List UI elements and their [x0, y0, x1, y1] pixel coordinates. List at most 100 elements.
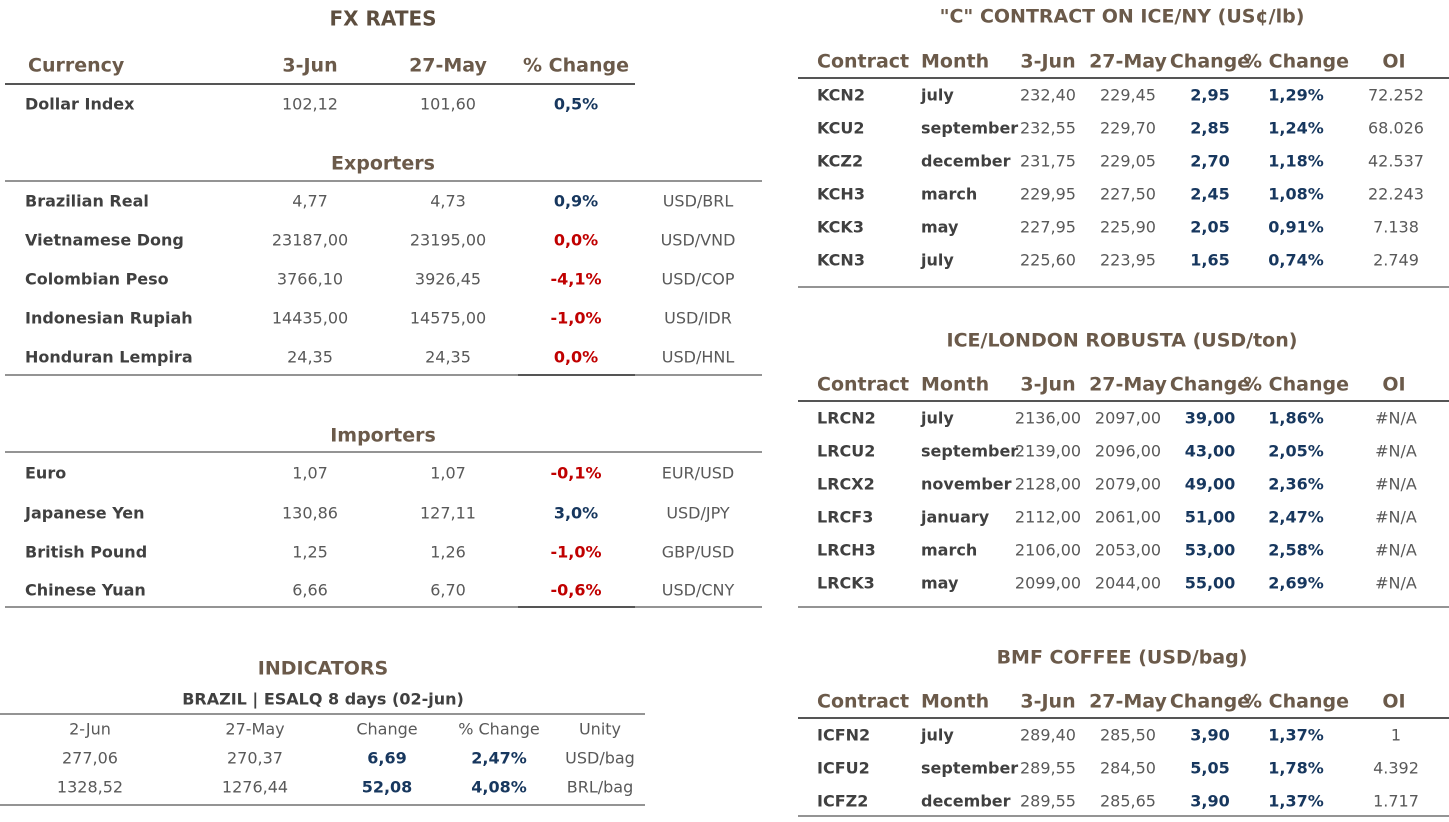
- cell: 2,69%: [1268, 574, 1324, 593]
- cell: 3,90: [1190, 726, 1229, 745]
- header: % Change: [458, 720, 540, 739]
- cell: 52,08: [362, 778, 413, 797]
- header: Contract: [817, 374, 909, 396]
- cell: -0,1%: [550, 464, 601, 483]
- cell: 6,69: [367, 749, 406, 768]
- cell: 72.252: [1368, 86, 1424, 105]
- cell: 2,45: [1190, 185, 1229, 204]
- cell: Vietnamese Dong: [25, 231, 184, 250]
- header: 27-May: [1089, 374, 1167, 396]
- cell: march: [921, 541, 977, 560]
- cell: july: [920, 251, 954, 270]
- cell: 4.392: [1373, 759, 1419, 778]
- cell: LRCH3: [817, 541, 876, 560]
- cell: Colombian Peso: [25, 270, 169, 289]
- title: BMF COFFEE (USD/bag): [997, 647, 1248, 669]
- header: 3-Jun: [1020, 374, 1075, 396]
- cell: KCU2: [817, 119, 865, 138]
- cell: 24,35: [287, 348, 333, 367]
- cell: Chinese Yuan: [25, 581, 146, 600]
- cell: 2053,00: [1095, 541, 1161, 560]
- cell: ICFZ2: [817, 792, 868, 811]
- cell: 127,11: [420, 504, 476, 523]
- cell: -1,0%: [550, 543, 601, 562]
- cell: 2128,00: [1015, 475, 1081, 494]
- cell: july: [920, 726, 954, 745]
- cell: USD/CNY: [662, 581, 735, 600]
- cell: #N/A: [1375, 574, 1417, 593]
- header: 27-May: [225, 720, 284, 739]
- header: Currency: [28, 55, 125, 77]
- title: INDICATORS: [258, 658, 388, 680]
- cell: july: [920, 86, 954, 105]
- cell: 3926,45: [415, 270, 481, 289]
- header: OI: [1382, 51, 1405, 73]
- header: Month: [921, 374, 989, 396]
- cell: 6,66: [292, 581, 328, 600]
- cell: 1,25: [292, 543, 328, 562]
- cell: 1,78%: [1268, 759, 1324, 778]
- cell: Brazilian Real: [25, 192, 149, 211]
- cell: 1,07: [292, 464, 328, 483]
- cell: 2044,00: [1095, 574, 1161, 593]
- cell: -1,0%: [550, 309, 601, 328]
- section-title: Exporters: [331, 153, 435, 175]
- cell: 1,08%: [1268, 185, 1324, 204]
- cell: KCH3: [817, 185, 865, 204]
- cell: 229,05: [1100, 152, 1156, 171]
- cell: LRCK3: [817, 574, 875, 593]
- cell: 227,95: [1020, 218, 1076, 237]
- cell: 0,74%: [1268, 251, 1324, 270]
- cell: 2112,00: [1015, 508, 1081, 527]
- cell: 1,65: [1190, 251, 1229, 270]
- cell: ICFN2: [817, 726, 870, 745]
- header: Unity: [579, 720, 621, 739]
- cell: 2,36%: [1268, 475, 1324, 494]
- cell: 229,70: [1100, 119, 1156, 138]
- cell: #N/A: [1375, 541, 1417, 560]
- subtitle: BRAZIL | ESALQ 8 days (02-jun): [182, 690, 464, 710]
- cell: september: [921, 119, 1018, 138]
- header: 3-Jun: [1020, 691, 1075, 713]
- cell: may: [921, 218, 959, 237]
- header: % Change: [1243, 51, 1349, 73]
- cell: 24,35: [425, 348, 471, 367]
- cell: 270,37: [227, 749, 283, 768]
- header: % Change: [1243, 691, 1349, 713]
- cell: 23187,00: [272, 231, 348, 250]
- cell: -4,1%: [550, 270, 601, 289]
- cell: 51,00: [1185, 508, 1236, 527]
- cell: #N/A: [1375, 409, 1417, 428]
- cell: 1: [1391, 726, 1401, 745]
- cell: 39,00: [1185, 409, 1236, 428]
- cell: 2099,00: [1015, 574, 1081, 593]
- cell: 285,50: [1100, 726, 1156, 745]
- cell: 3,0%: [554, 504, 598, 523]
- header: 3-Jun: [282, 55, 337, 77]
- cell: 130,86: [282, 504, 338, 523]
- cell: 4,77: [292, 192, 328, 211]
- header: OI: [1382, 691, 1405, 713]
- cell: 229,95: [1020, 185, 1076, 204]
- header: Change: [356, 720, 417, 739]
- cell: 22.243: [1368, 185, 1424, 204]
- cell: 14435,00: [272, 309, 348, 328]
- cell: 14575,00: [410, 309, 486, 328]
- title: FX RATES: [329, 7, 436, 31]
- cell: 101,60: [420, 95, 476, 114]
- cell: 1,29%: [1268, 86, 1324, 105]
- cell: 2079,00: [1095, 475, 1161, 494]
- cell: 2096,00: [1095, 442, 1161, 461]
- cell: 1,37%: [1268, 726, 1324, 745]
- cell: 43,00: [1185, 442, 1236, 461]
- cell: 1,26: [430, 543, 466, 562]
- header: 3-Jun: [1020, 51, 1075, 73]
- cell: 2,70: [1190, 152, 1229, 171]
- cell: 3,90: [1190, 792, 1229, 811]
- cell: december: [921, 792, 1011, 811]
- cell: december: [921, 152, 1011, 171]
- cell: 277,06: [62, 749, 118, 768]
- cell: 6,70: [430, 581, 466, 600]
- cell: january: [920, 508, 990, 527]
- cell: 285,65: [1100, 792, 1156, 811]
